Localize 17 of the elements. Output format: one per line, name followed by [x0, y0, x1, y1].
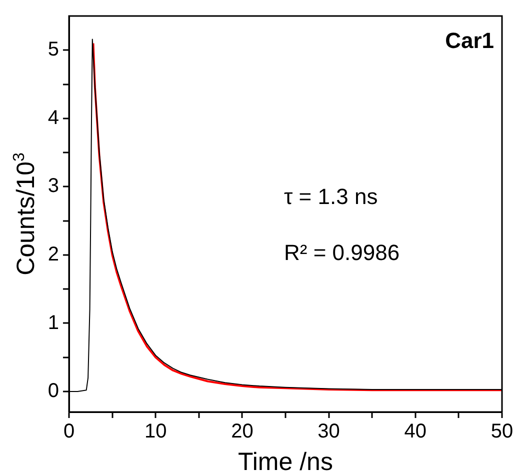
- y-tick-label: 1: [48, 312, 59, 334]
- x-tick-label: 40: [404, 420, 427, 443]
- annotation: τ = 1.3 ns: [284, 184, 378, 209]
- y-tick-label: 5: [48, 38, 59, 61]
- y-tick-label: 2: [48, 243, 59, 266]
- x-tick-label: 10: [144, 420, 167, 443]
- x-tick-label: 0: [63, 420, 75, 443]
- x-tick-label: 20: [231, 420, 254, 443]
- x-axis-title: Time /ns: [238, 448, 333, 475]
- y-tick-label: 3: [48, 175, 59, 198]
- x-tick-label: 50: [490, 420, 514, 443]
- y-axis-title: Counts/103: [11, 152, 40, 276]
- y-tick-label: 4: [48, 106, 59, 129]
- y-tick-label: 0: [48, 380, 59, 402]
- annotation: Car1: [445, 28, 494, 53]
- x-tick-label: 30: [318, 420, 340, 443]
- annotation: R² = 0.9986: [284, 240, 400, 265]
